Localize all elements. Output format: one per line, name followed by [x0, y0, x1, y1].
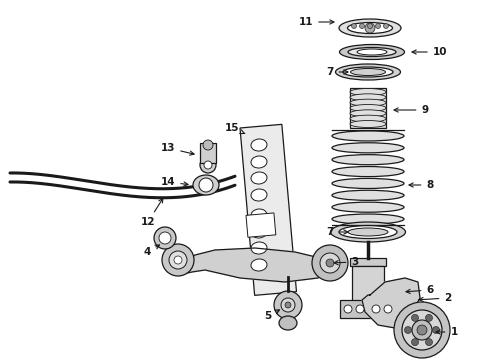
Ellipse shape	[348, 228, 388, 236]
Text: 10: 10	[412, 47, 447, 57]
Ellipse shape	[251, 209, 267, 221]
Circle shape	[402, 310, 442, 350]
Circle shape	[281, 298, 295, 312]
Text: 3: 3	[334, 257, 359, 267]
Circle shape	[169, 251, 187, 269]
Ellipse shape	[348, 48, 396, 57]
Circle shape	[425, 339, 433, 346]
Text: 1: 1	[436, 327, 458, 337]
Ellipse shape	[347, 23, 392, 33]
Ellipse shape	[332, 190, 404, 201]
Text: 7: 7	[326, 227, 348, 237]
Ellipse shape	[332, 202, 404, 212]
Ellipse shape	[332, 131, 404, 141]
Circle shape	[159, 232, 171, 244]
Circle shape	[365, 23, 375, 33]
Ellipse shape	[332, 179, 404, 189]
Text: 4: 4	[143, 245, 160, 257]
Circle shape	[417, 325, 427, 335]
Text: 7: 7	[326, 67, 348, 77]
Text: 6: 6	[406, 285, 434, 295]
Ellipse shape	[251, 172, 267, 184]
Text: 11: 11	[299, 17, 334, 27]
Circle shape	[394, 302, 450, 358]
Ellipse shape	[336, 64, 400, 80]
Text: 2: 2	[419, 293, 452, 303]
Circle shape	[375, 23, 381, 28]
Ellipse shape	[251, 139, 267, 151]
Circle shape	[433, 327, 440, 333]
Circle shape	[425, 314, 433, 321]
Ellipse shape	[332, 167, 404, 177]
Ellipse shape	[251, 242, 267, 254]
Ellipse shape	[350, 110, 386, 117]
Ellipse shape	[279, 316, 297, 330]
Ellipse shape	[332, 143, 404, 153]
Circle shape	[360, 23, 365, 28]
Ellipse shape	[350, 115, 386, 122]
Ellipse shape	[340, 45, 405, 59]
Bar	[350, 258, 386, 266]
Circle shape	[344, 305, 352, 313]
Ellipse shape	[251, 156, 267, 168]
Circle shape	[204, 161, 212, 169]
Circle shape	[384, 305, 392, 313]
Bar	[240, 124, 296, 295]
Bar	[200, 143, 216, 163]
Circle shape	[384, 23, 389, 28]
Ellipse shape	[332, 214, 404, 224]
Bar	[246, 213, 276, 237]
Circle shape	[154, 227, 176, 249]
Circle shape	[199, 178, 213, 192]
Circle shape	[162, 244, 194, 276]
Ellipse shape	[343, 67, 393, 77]
Ellipse shape	[350, 89, 386, 95]
Circle shape	[285, 302, 291, 308]
Polygon shape	[178, 248, 330, 282]
Ellipse shape	[330, 222, 406, 242]
Ellipse shape	[350, 68, 386, 76]
Circle shape	[274, 291, 302, 319]
Ellipse shape	[350, 104, 386, 112]
Ellipse shape	[357, 49, 387, 55]
Ellipse shape	[339, 225, 397, 239]
Ellipse shape	[251, 226, 267, 238]
Bar	[350, 88, 386, 128]
Circle shape	[203, 140, 213, 150]
Text: 15: 15	[225, 123, 245, 134]
Polygon shape	[362, 278, 420, 328]
Bar	[340, 300, 396, 318]
Circle shape	[372, 305, 380, 313]
Ellipse shape	[350, 94, 386, 101]
Circle shape	[312, 245, 348, 281]
Text: 12: 12	[141, 198, 163, 227]
Bar	[352, 266, 384, 314]
Text: 13: 13	[161, 143, 194, 155]
Circle shape	[412, 314, 418, 321]
Text: 14: 14	[161, 177, 188, 187]
Circle shape	[174, 256, 182, 264]
Text: 8: 8	[409, 180, 434, 190]
Ellipse shape	[251, 259, 267, 271]
Circle shape	[405, 327, 412, 333]
Ellipse shape	[251, 189, 267, 201]
Circle shape	[320, 253, 340, 273]
Ellipse shape	[339, 19, 401, 37]
Circle shape	[356, 305, 364, 313]
Circle shape	[326, 259, 334, 267]
Text: 5: 5	[265, 310, 279, 321]
Ellipse shape	[350, 121, 386, 127]
Circle shape	[351, 23, 357, 28]
Ellipse shape	[332, 155, 404, 165]
Text: 9: 9	[394, 105, 429, 115]
Ellipse shape	[193, 175, 219, 195]
Ellipse shape	[350, 99, 386, 106]
Circle shape	[368, 23, 372, 28]
Circle shape	[412, 320, 432, 340]
Circle shape	[200, 157, 216, 173]
Circle shape	[412, 339, 418, 346]
